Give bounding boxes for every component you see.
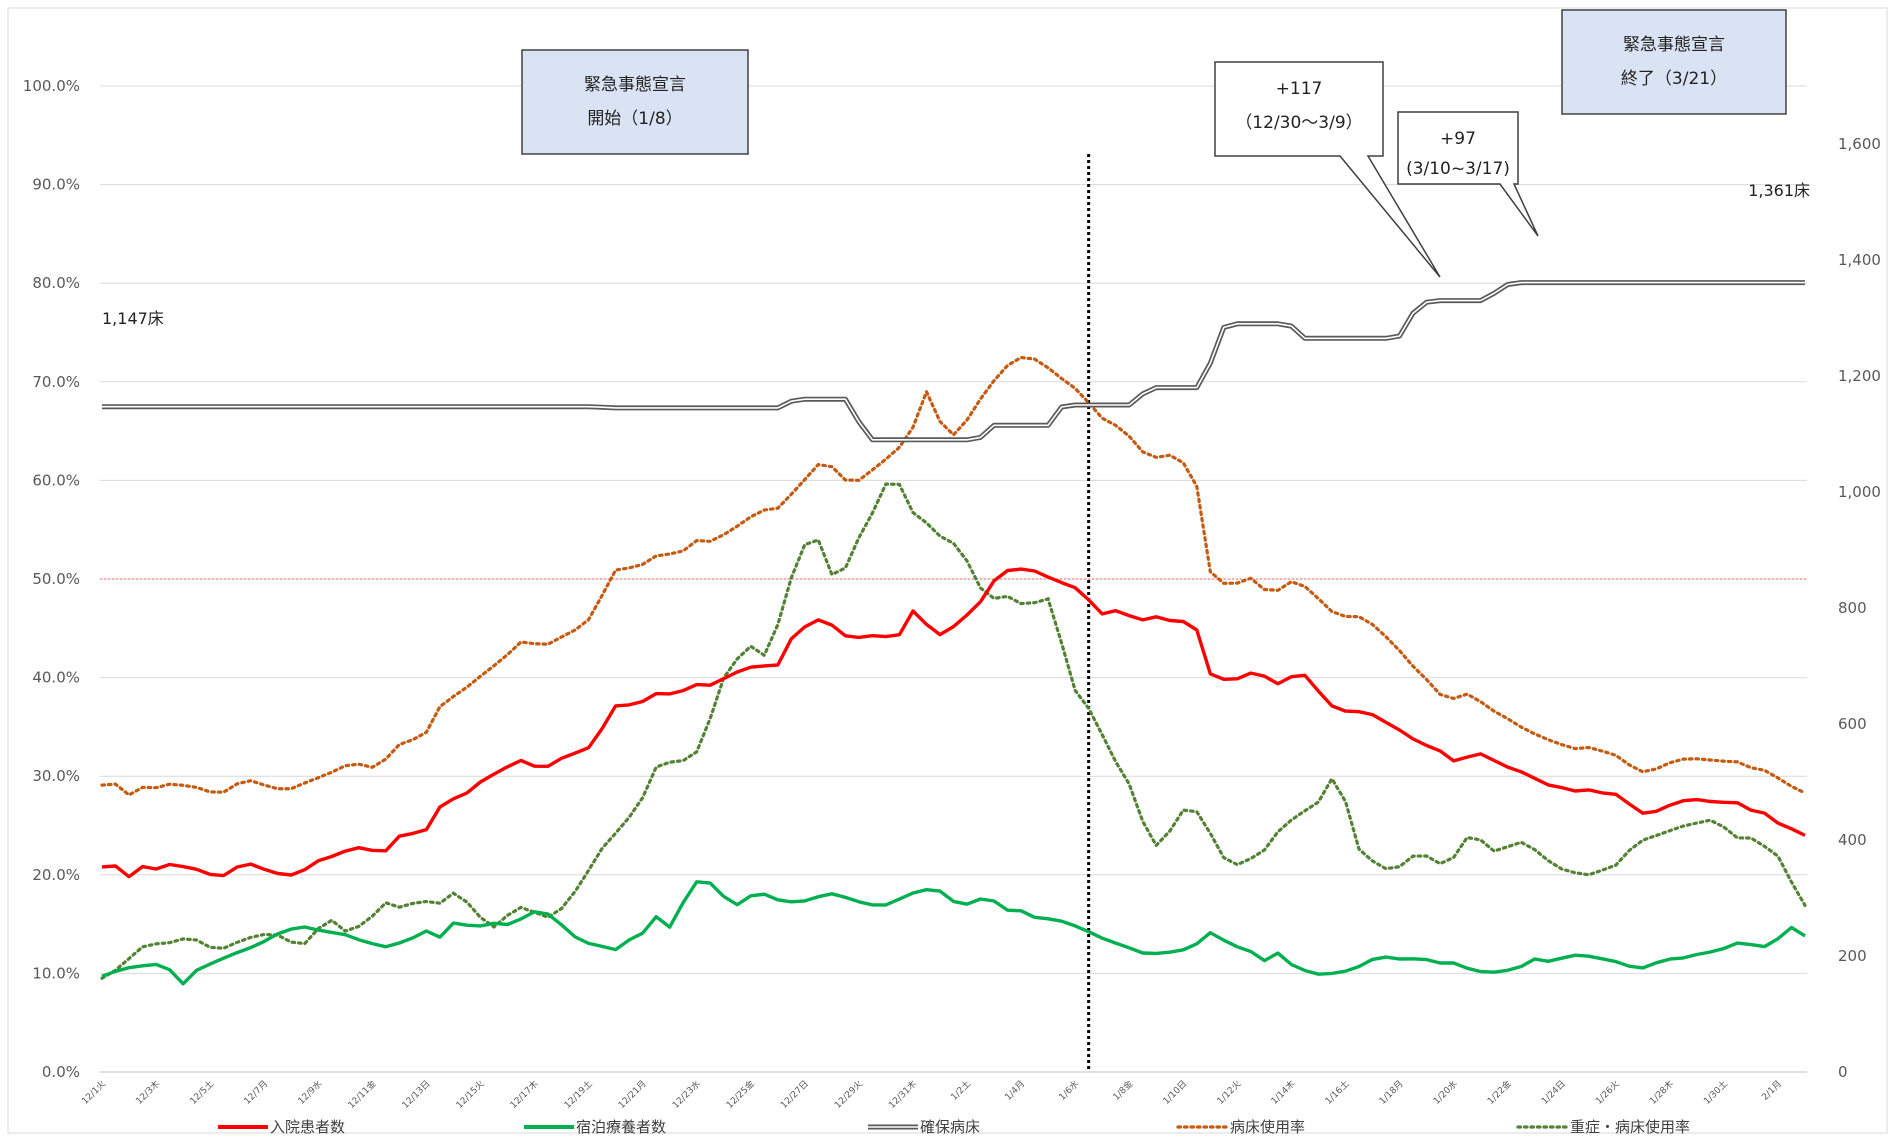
series-line [101,880,1806,986]
emergency-event-text: 開始（1/8） [587,109,682,129]
legend-item: 宿泊療養者数 [524,1118,666,1136]
y-right-tick-label: 0 [1838,1063,1848,1081]
series-line-dotted [100,482,1807,980]
callout-bubble [1397,111,1539,237]
y-right-tick-label: 1,600 [1838,135,1881,153]
legend-label: 確保病床 [920,1118,980,1136]
start-beds-label: 1,147床 [102,309,164,328]
y-left-tick-label: 60.0% [32,471,80,489]
y-left-tick-label: 90.0% [32,176,80,194]
legend-label: 入院患者数 [270,1118,345,1136]
y-left-tick-label: 10.0% [32,964,80,982]
legend-item: 病床使用率 [1176,1118,1305,1136]
legend-label: 病床使用率 [1230,1118,1305,1136]
emergency-event-text: 緊急事態宣言 [1623,35,1725,55]
series-2 [102,280,1805,443]
y-left-tick-label: 70.0% [32,373,80,391]
y-left-tick-label: 50.0% [32,570,80,588]
secured-beds-line-inner [102,281,1805,441]
callout-text: （12/30～3/9） [1235,113,1362,133]
y-right-tick-label: 1,000 [1838,483,1881,501]
callout-text: +97 [1440,129,1476,149]
legend-item: 重症・病床使用率 [1516,1118,1690,1136]
legend-label: 宿泊療養者数 [576,1118,666,1136]
emergency-event-box [1561,9,1787,115]
chart-frame [7,7,1888,1134]
emergency-event-text: 終了（3/21） [1621,69,1727,89]
y-right-tick-label: 800 [1838,599,1867,617]
y-left-tick-label: 100.0% [23,77,80,95]
legend-item: 入院患者数 [218,1118,345,1136]
callout-bubble [1214,61,1441,278]
series-3 [100,355,1807,797]
series-line [101,567,1806,879]
callout-text: (3/10~3/17) [1406,159,1510,179]
y-left-tick-label: 0.0% [42,1063,80,1081]
y-left-tick-label: 20.0% [32,866,80,884]
y-right-tick-label: 400 [1838,831,1867,849]
series-0 [101,567,1806,879]
emergency-event-box [521,49,749,155]
series-line-dotted [100,355,1807,797]
y-left-tick-label: 30.0% [32,767,80,785]
legend-label: 重症・病床使用率 [1570,1118,1690,1136]
y-right-tick-label: 600 [1838,715,1867,733]
series-1 [101,880,1806,986]
y-left-tick-label: 80.0% [32,274,80,292]
y-right-tick-label: 200 [1838,947,1867,965]
y-right-tick-label: 1,400 [1838,251,1881,269]
legend-item: 確保病床 [868,1118,980,1136]
end-beds-label: 1,361床 [1748,181,1810,200]
series-4 [100,482,1807,980]
emergency-event-text: 緊急事態宣言 [584,75,686,95]
callout-text: +117 [1276,79,1323,99]
y-left-tick-label: 40.0% [32,669,80,687]
y-right-tick-label: 1,200 [1838,367,1881,385]
